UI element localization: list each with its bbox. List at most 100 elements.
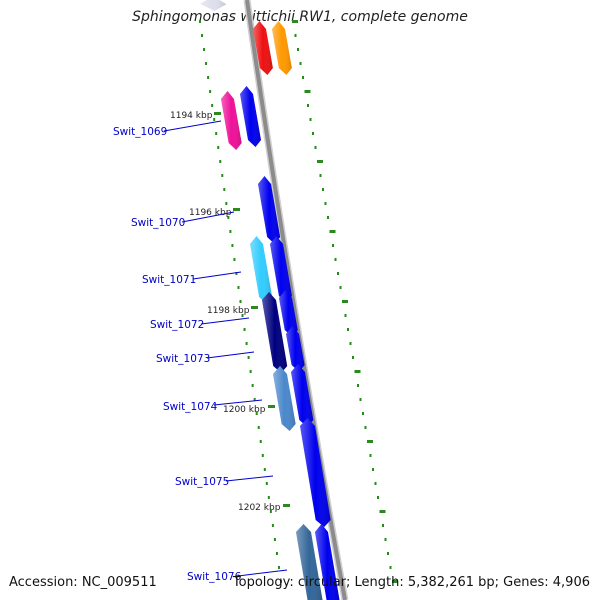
inner-tick-dot [249,370,252,373]
inner-tick-dot [241,314,244,317]
inner-tick-dot [253,398,256,401]
outer-tick-dot [359,398,362,401]
inner-tick-dot [211,104,214,107]
outer-tick-dot [307,104,309,107]
gene-label: Swit_1069 [113,126,167,138]
outer-tick-dot [377,496,379,499]
outer-tick-dot [347,328,349,331]
tick-mark [251,306,258,309]
tick-dots [199,20,398,583]
outer-tick-dot [322,188,324,191]
outer-tick-dot [317,160,323,163]
outer-tick-dot [382,524,384,527]
inner-tick-dot [221,174,224,177]
inner-tick-dot [265,482,268,485]
inner-tick-dot [251,384,254,387]
outer-tick-dot [329,230,336,233]
inner-tick-dot [209,90,212,93]
gene-arrow-shade [286,326,305,372]
tick-mark [283,504,290,507]
outer-tick-dot [369,454,372,457]
gene-pointer-line [206,351,255,359]
gene-label: Swit_1070 [131,217,185,229]
inner-tick-dot [199,20,201,23]
inner-tick-dot [280,580,282,583]
gene-features [200,0,340,600]
outer-tick-dot [309,118,312,121]
outer-tick-dot [297,48,299,51]
gene-pointer-line [181,211,235,223]
gene-arrow-shade [296,524,323,600]
gene-label: Swit_1071 [142,274,196,286]
outer-tick-dot [392,580,398,583]
inner-tick-dot [203,48,206,51]
outer-tick-dot [384,538,387,541]
outer-tick-dot [362,412,364,415]
inner-tick-dot [201,34,204,37]
inner-tick-dot [245,342,248,345]
gene-arrow-shade [273,366,296,431]
gene-labels: Swit_1069 Swit_1070 Swit_1071 Swit_1072 Swit… [113,120,288,583]
tick-label: 1194 kbp [170,111,213,121]
gene-label: Swit_1076 [187,571,242,583]
tick-labels: 1194 kbp 1196 kbp 1198 kbp 1200 kbp 1202 kbp [170,111,290,513]
outer-tick-dot [332,244,334,247]
inner-tick-dot [237,286,240,289]
inner-tick-dot [227,216,230,219]
outer-tick-dot [344,314,347,317]
inner-tick-dot [219,160,222,163]
inner-tick-dot [263,468,266,471]
tick-mark [214,112,221,115]
inner-tick-dot [277,566,280,569]
inner-tick-dot [225,202,228,205]
gene-arrow-shade [253,21,273,75]
outer-tick-dot [339,286,342,289]
outer-tick-dot [387,552,389,555]
outer-tick-dot [304,90,311,93]
gene-pointer-line [225,475,274,482]
inner-tick-dot [235,272,238,275]
inner-tick-dot [271,524,274,527]
outer-tick-dot [302,76,304,79]
gene-label: Swit_1072 [150,319,204,331]
inner-tick-dot [255,412,258,415]
gene-pointer-line [192,271,242,280]
gene-pointer-line [237,569,288,577]
inner-tick-dot [247,356,250,359]
outer-tick-dot [389,566,392,569]
outer-tick-dot [337,272,339,275]
gene-label: Swit_1074 [163,401,218,413]
inner-tick-dot [217,146,220,149]
inner-tick-dot [259,440,262,443]
gene-arrow-shade [240,86,261,147]
tick-label: 1200 kbp [223,405,266,415]
outer-tick-dot [319,174,322,177]
gene-pointer-line [213,399,263,406]
inner-tick-dot [207,76,210,79]
outer-tick-dot [314,146,317,149]
inner-tick-dot [231,244,234,247]
inner-tick-dot [273,538,276,541]
outer-tick-dot [372,468,374,471]
gene-arrow-shade [250,236,273,304]
genome-summary-text: Topology: circular; Length: 5,382,261 bp… [232,575,590,590]
outer-tick-dot [367,440,373,443]
outer-tick-dot [334,258,337,261]
inner-tick-dot [257,426,260,429]
gene-arrow-shade [258,176,281,244]
outer-tick-dot [292,20,298,23]
outer-tick-dot [312,132,314,135]
inner-tick-dot [213,118,216,121]
inner-tick-dot [205,62,208,65]
gene-label: Swit_1073 [156,353,210,365]
map-title: Sphingomonas wittichii RW1, complete gen… [132,9,468,25]
gene-arrow-shade [272,21,292,75]
accession-text: Accession: NC_009511 [9,575,157,590]
gene-arrow-shade [300,418,331,527]
inner-tick-dot [267,496,270,499]
outer-tick-dot [299,62,302,65]
inner-tick-dot [243,328,246,331]
inner-tick-dot [229,230,232,233]
inner-tick-dot [233,258,236,261]
